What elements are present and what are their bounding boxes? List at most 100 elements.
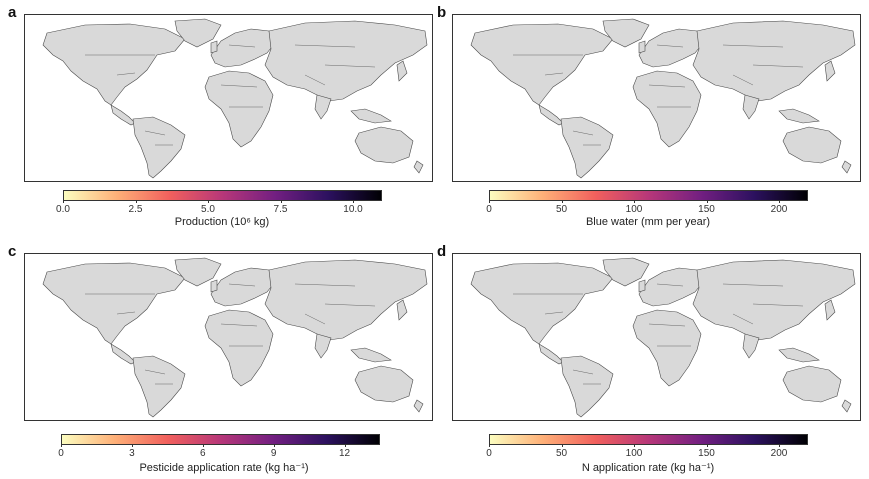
landmass [470, 23, 614, 106]
landmass [174, 18, 222, 48]
map-svg [42, 257, 428, 418]
world-map-blue-water [452, 14, 861, 182]
landmass [470, 262, 614, 345]
landmass [354, 365, 414, 403]
tick-mark [489, 444, 490, 447]
landmass [314, 333, 332, 359]
tick-mark [63, 200, 64, 203]
world-map-production [24, 14, 433, 182]
world-map-nitrogen [452, 253, 861, 421]
tick-label: 150 [698, 448, 715, 459]
landmass [396, 299, 408, 321]
tick-label: 50 [555, 204, 568, 215]
world-map-pesticide [24, 253, 433, 421]
landmass [210, 267, 276, 307]
landmass [824, 299, 836, 321]
country-border [144, 130, 166, 136]
landmass [174, 257, 222, 287]
country-border [324, 64, 376, 68]
landmass [560, 116, 614, 179]
country-border [304, 74, 326, 86]
panel-letter-a: a [8, 4, 17, 21]
colorbar-title-c: Pesticide application rate (kg ha⁻¹) [139, 462, 309, 474]
country-border [572, 369, 594, 375]
country-border [544, 72, 564, 76]
colorbar-pesticide [61, 434, 380, 445]
country-border [732, 313, 754, 325]
country-border [220, 84, 258, 88]
tick-label: 200 [770, 204, 788, 215]
tick-mark [280, 200, 282, 203]
landmass [264, 20, 428, 102]
landmass [824, 60, 836, 82]
colorbar-ticks-b: 0 50 100 150 200 [486, 200, 808, 216]
country-border [228, 283, 256, 287]
tick-mark [353, 200, 354, 203]
tick-label: 3 [129, 448, 135, 459]
country-border [722, 283, 784, 287]
country-border [722, 44, 784, 48]
tick-label: 9 [270, 448, 277, 459]
landmass [413, 160, 424, 174]
tick-mark [344, 444, 346, 447]
country-border [116, 72, 136, 76]
landmass [132, 116, 186, 179]
landmass [841, 399, 852, 413]
tick-label: 7.5 [273, 204, 288, 215]
tick-label: 5.0 [201, 204, 215, 215]
colorbar-title-a: Production (10⁶ kg) [174, 216, 270, 228]
colorbar-ticks-a: 0.0 2.5 5.0 7.5 10.0 [56, 200, 382, 216]
landmass [782, 126, 842, 164]
tick-mark [273, 444, 275, 447]
landmass [560, 355, 614, 418]
map-svg [470, 18, 856, 179]
country-border [648, 84, 686, 88]
tick-mark [135, 200, 137, 203]
country-border [228, 44, 256, 48]
landmass [354, 126, 414, 164]
landmass [110, 343, 136, 365]
landmass [692, 259, 856, 341]
colorbar-ticks-c: 0 3 6 9 12 [58, 444, 380, 460]
landmass [42, 23, 186, 106]
country-border [220, 323, 258, 327]
landmass [42, 262, 186, 345]
country-border [752, 303, 804, 307]
tick-label: 0 [58, 448, 64, 459]
landmass [538, 104, 564, 126]
tick-label: 0 [486, 448, 492, 459]
landmass [638, 279, 646, 293]
landmass [350, 108, 392, 124]
tick-mark [634, 444, 635, 447]
landmass [782, 365, 842, 403]
colorbar-title-d: N application rate (kg ha⁻¹) [581, 462, 715, 474]
country-border [116, 311, 136, 315]
tick-mark [561, 200, 563, 203]
colorbar-blue-water [489, 190, 808, 201]
tick-mark [489, 200, 490, 203]
landmass [638, 40, 646, 54]
country-border [656, 44, 684, 48]
landmass [602, 257, 650, 287]
map-svg [42, 18, 428, 179]
colorbar-nitrogen [489, 434, 808, 445]
tick-mark [208, 200, 209, 203]
tick-label: 2.5 [128, 204, 143, 215]
landmass [538, 343, 564, 365]
landmass [638, 28, 704, 68]
country-border [294, 44, 356, 48]
landmass [210, 279, 218, 293]
tick-label: 10.0 [343, 204, 363, 215]
tick-label: 12 [338, 448, 351, 459]
landmass [204, 309, 274, 387]
country-border [324, 303, 376, 307]
landmass [638, 267, 704, 307]
tick-mark [561, 444, 563, 447]
tick-label: 6 [199, 448, 206, 459]
country-border [656, 283, 684, 287]
colorbar-production [63, 190, 382, 201]
landmass [602, 18, 650, 48]
country-border [304, 313, 326, 325]
country-border [648, 323, 686, 327]
map-svg [470, 257, 856, 418]
